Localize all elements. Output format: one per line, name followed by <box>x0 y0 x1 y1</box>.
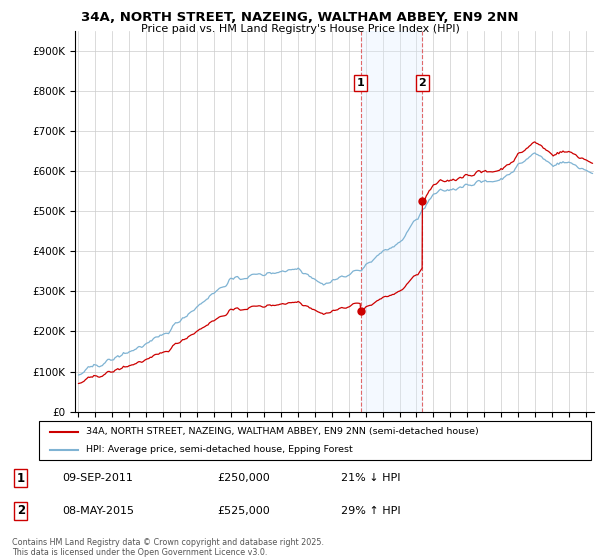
Text: 34A, NORTH STREET, NAZEING, WALTHAM ABBEY, EN9 2NN: 34A, NORTH STREET, NAZEING, WALTHAM ABBE… <box>81 11 519 24</box>
Text: 1: 1 <box>17 472 25 485</box>
Text: 1: 1 <box>357 78 365 88</box>
Bar <box>361 31 422 412</box>
Text: Price paid vs. HM Land Registry's House Price Index (HPI): Price paid vs. HM Land Registry's House … <box>140 24 460 34</box>
Text: £250,000: £250,000 <box>218 473 271 483</box>
Text: 34A, NORTH STREET, NAZEING, WALTHAM ABBEY, EN9 2NN (semi-detached house): 34A, NORTH STREET, NAZEING, WALTHAM ABBE… <box>86 427 479 436</box>
Text: 2: 2 <box>17 505 25 517</box>
Text: £525,000: £525,000 <box>218 506 271 516</box>
Text: 21% ↓ HPI: 21% ↓ HPI <box>341 473 401 483</box>
Text: 08-MAY-2015: 08-MAY-2015 <box>62 506 134 516</box>
Text: 29% ↑ HPI: 29% ↑ HPI <box>341 506 401 516</box>
Text: HPI: Average price, semi-detached house, Epping Forest: HPI: Average price, semi-detached house,… <box>86 445 353 454</box>
Text: Contains HM Land Registry data © Crown copyright and database right 2025.
This d: Contains HM Land Registry data © Crown c… <box>12 538 324 557</box>
FancyBboxPatch shape <box>39 421 591 460</box>
Text: 09-SEP-2011: 09-SEP-2011 <box>62 473 133 483</box>
Text: 2: 2 <box>419 78 426 88</box>
